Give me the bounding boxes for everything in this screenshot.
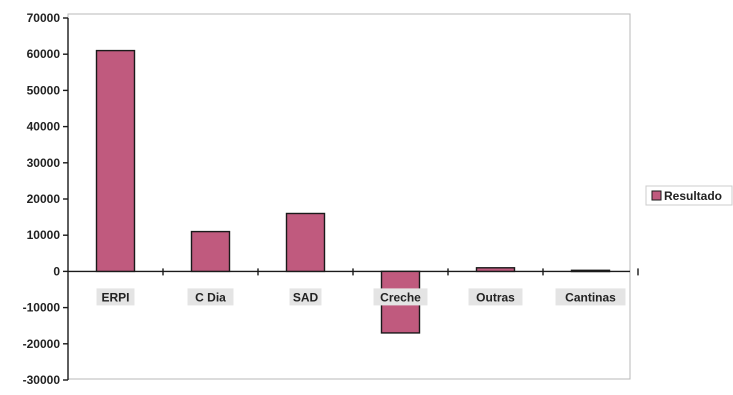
x-axis <box>68 268 639 276</box>
plot-area-border <box>67 13 631 380</box>
y-tick-label: -20000 <box>23 337 61 351</box>
x-tick-label-background <box>373 288 428 306</box>
x-tick-label-background <box>468 288 523 306</box>
x-tick-labels: ERPI C Dia SAD Creche Outras Cantinas <box>96 288 626 306</box>
x-tick-label-background <box>555 288 626 306</box>
y-tick-label: 40000 <box>27 120 61 134</box>
x-tick-label-background <box>289 288 322 306</box>
bar-cantinas <box>570 269 611 273</box>
legend-label-resultado: Resultado <box>664 189 722 203</box>
bar-erpi <box>95 49 136 273</box>
bar-sad <box>285 212 326 273</box>
y-tick-label: 20000 <box>27 192 61 206</box>
y-axis: 70000 60000 50000 40000 30000 20000 10000 0 -100… <box>23 11 69 387</box>
y-tick-label: 70000 <box>27 11 61 25</box>
y-tick-label: 0 <box>53 264 60 278</box>
x-tick-label-background <box>187 288 234 306</box>
y-tick-label: 30000 <box>27 156 61 170</box>
x-tick-label: Cantinas <box>565 290 616 304</box>
x-tick-label: C Dia <box>195 290 226 304</box>
bar-series <box>95 49 611 334</box>
x-tick-label-background <box>96 288 135 306</box>
bar-c-dia <box>190 230 231 273</box>
legend: Resultado <box>645 185 733 206</box>
y-tick-label: 50000 <box>27 83 61 97</box>
legend-border <box>645 185 733 206</box>
x-tick-label: ERPI <box>101 290 129 304</box>
y-tick-label: -10000 <box>23 301 61 315</box>
y-tick-label: 10000 <box>27 228 61 242</box>
y-tick-label: -30000 <box>23 373 61 387</box>
bar-outras <box>475 267 516 273</box>
x-tick-label: Outras <box>476 290 515 304</box>
y-tick-label: 60000 <box>27 47 61 61</box>
x-tick-label: Creche <box>380 290 421 304</box>
legend-swatch-resultado <box>651 190 662 201</box>
x-tick-label: SAD <box>293 290 319 304</box>
